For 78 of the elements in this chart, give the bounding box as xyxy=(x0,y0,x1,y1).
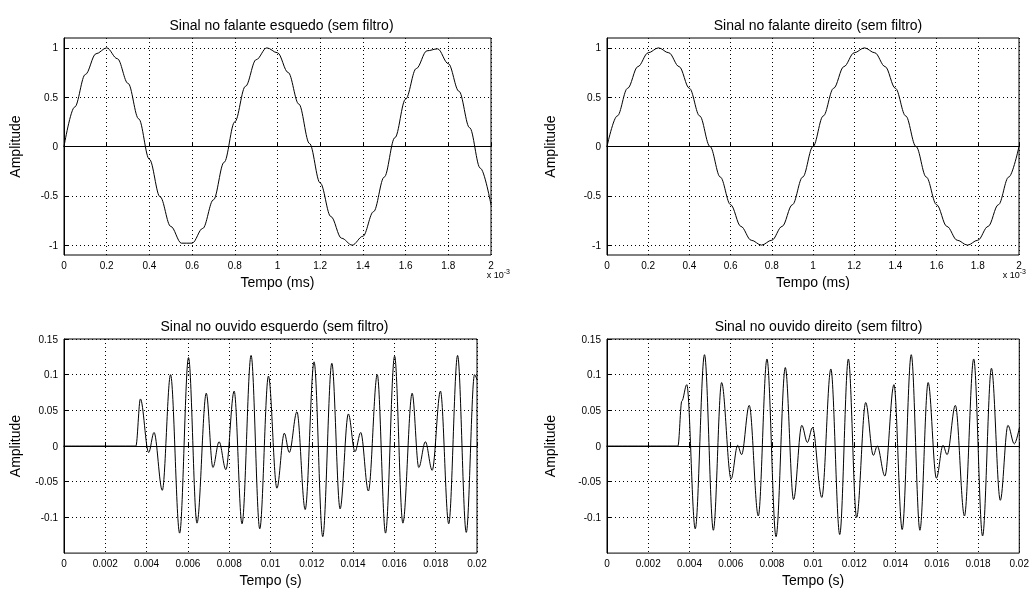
x-tick-label: 0.02 xyxy=(467,557,488,569)
x-tick-label: 0.016 xyxy=(924,557,950,569)
x-tick-label: 0.6 xyxy=(723,259,738,271)
y-tick-label: -0.5 xyxy=(583,190,602,202)
x-tick-label: 0.6 xyxy=(185,259,200,271)
y-tick-label: 0.1 xyxy=(587,369,602,381)
x-tick-label: 0.8 xyxy=(227,259,243,271)
y-axis-title: Amplitude xyxy=(542,115,558,178)
x-axis-title: Tempo (s) xyxy=(239,572,302,588)
x-axis-title: Tempo (ms) xyxy=(776,273,850,290)
x-tick-label: 0.004 xyxy=(676,557,703,569)
x-tick-label: 0.004 xyxy=(134,557,160,569)
x-tick-label: 0.012 xyxy=(299,557,325,569)
x-tick-label: 1.6 xyxy=(929,259,944,271)
y-tick-label: -0.1 xyxy=(40,511,59,523)
y-tick-label: 1 xyxy=(595,42,602,54)
x-tick-label: 0.008 xyxy=(759,557,785,569)
x-tick-label: 1 xyxy=(274,259,281,271)
chart-title: Sinal no falante direito (sem filtro) xyxy=(713,17,923,33)
y-tick-label: 0.15 xyxy=(581,333,602,345)
y-tick-label: 0.5 xyxy=(44,91,59,103)
x-tick-label: 0.002 xyxy=(92,557,119,569)
x-tick-label: 2 xyxy=(488,259,495,271)
x-tick-label: 2 xyxy=(1016,259,1023,271)
x-tick-label: 0 xyxy=(604,557,611,569)
x-tick-label: 1.6 xyxy=(398,259,413,271)
x-tick-label: 1 xyxy=(810,259,817,271)
x-tick-label: 0 xyxy=(61,557,68,569)
x-tick-label: 0 xyxy=(604,259,611,271)
x-tick-label: 1.8 xyxy=(970,259,986,271)
chart-title: Sinal no falante esquedo (sem filtro) xyxy=(169,17,394,33)
x-tick-label: 0.014 xyxy=(340,557,367,569)
y-axis-title: Amplitude xyxy=(7,414,23,478)
y-axis-title: Amplitude xyxy=(542,414,558,478)
y-tick-label: 0.15 xyxy=(38,333,59,345)
y-tick-label: 0.05 xyxy=(581,404,602,416)
x-tick-label: 0.8 xyxy=(764,259,780,271)
x-axis-title: Tempo (s) xyxy=(782,572,845,588)
y-tick-label: 0.1 xyxy=(44,369,59,381)
x-tick-label: 0.4 xyxy=(142,259,157,271)
x-tick-label: 0.016 xyxy=(381,557,408,569)
x-tick-label: 1.2 xyxy=(313,259,328,271)
y-tick-label: -0.1 xyxy=(583,511,602,523)
x-tick-label: 0.018 xyxy=(423,557,449,569)
y-tick-label: 0.05 xyxy=(38,404,59,416)
y-tick-label: -1 xyxy=(592,239,602,251)
y-axis-title: Amplitude xyxy=(7,115,23,178)
x-tick-label: 0.4 xyxy=(682,259,697,271)
x-tick-label: 0.01 xyxy=(260,557,281,569)
x-tick-label: 0.006 xyxy=(175,557,201,569)
x-tick-label: 0.006 xyxy=(718,557,744,569)
x-tick-label: 0.2 xyxy=(99,259,115,271)
x-tick-label: 1.8 xyxy=(441,259,456,271)
y-tick-label: 0 xyxy=(595,141,602,152)
x-tick-label: 0.02 xyxy=(1009,557,1030,569)
y-tick-label: -0.5 xyxy=(40,190,59,202)
x-tick-label: 0.01 xyxy=(803,557,824,569)
x-tick-label: 0.008 xyxy=(216,557,243,569)
y-tick-label: 0 xyxy=(52,440,59,452)
x-tick-label: 0 xyxy=(61,259,68,271)
y-tick-label: 0 xyxy=(52,141,59,152)
y-tick-label: -0.05 xyxy=(35,476,59,488)
y-tick-label: -1 xyxy=(49,239,59,251)
x-tick-label: 1.2 xyxy=(847,259,862,271)
x-tick-label: 1.4 xyxy=(888,259,903,271)
y-tick-label: 0 xyxy=(595,440,602,452)
x-tick-label: 0.002 xyxy=(635,557,662,569)
y-tick-label: 0.5 xyxy=(587,91,602,103)
x-axis-title: Tempo (ms) xyxy=(240,273,315,290)
y-tick-label: -0.05 xyxy=(578,476,602,488)
chart-title: Sinal no ouvido esquerdo (sem filtro) xyxy=(160,318,389,334)
chart-title: Sinal no ouvido direito (sem filtro) xyxy=(714,318,923,334)
y-tick-label: 1 xyxy=(52,42,59,54)
x-tick-label: 1.4 xyxy=(355,259,371,271)
x-tick-label: 0.2 xyxy=(641,259,656,271)
x-tick-label: 0.014 xyxy=(883,557,909,569)
x-tick-label: 0.018 xyxy=(965,557,991,569)
x-tick-label: 0.012 xyxy=(841,557,868,569)
